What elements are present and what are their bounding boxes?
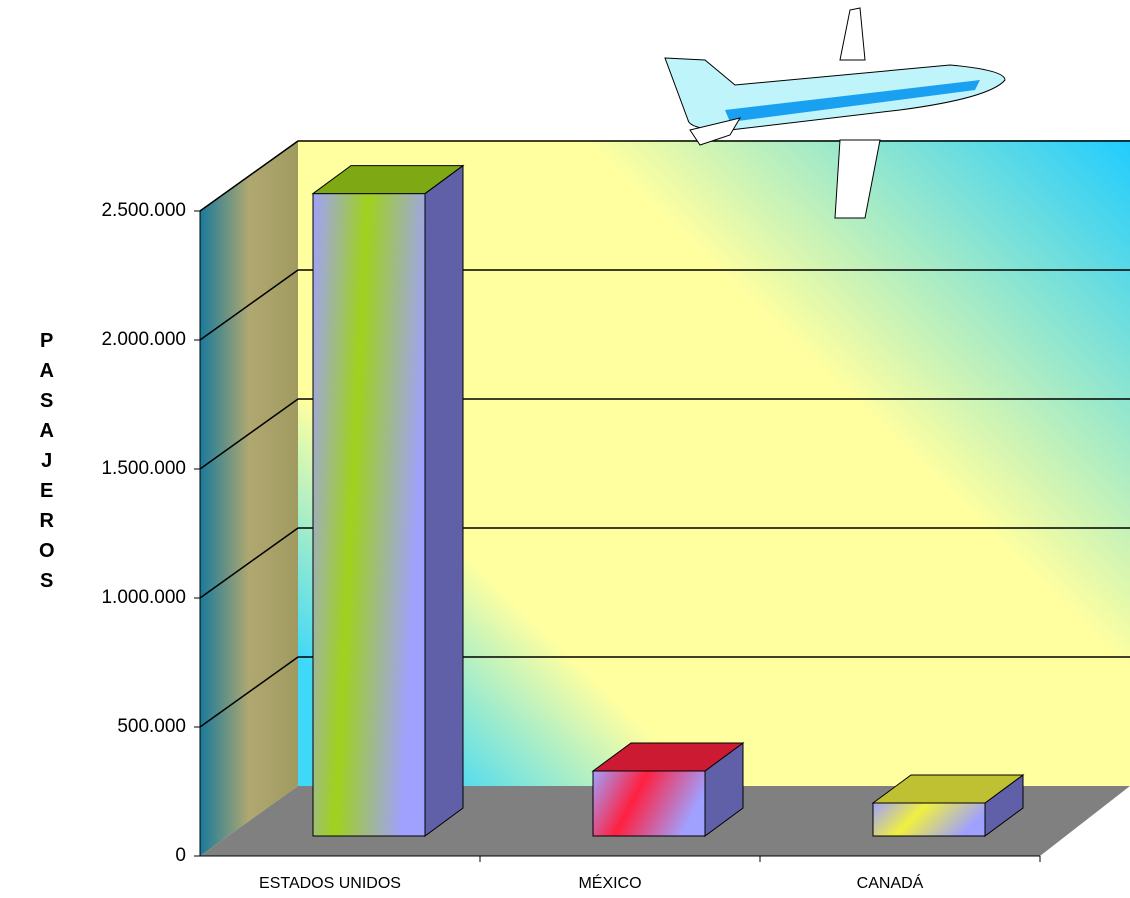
grid-line [199,269,299,341]
bar [592,770,706,837]
y-tick-label: 0 [175,845,186,866]
x-tick-label: CANADÁ [857,873,924,892]
bar-side [424,164,464,837]
y-axis-label: PASAJEROS [36,330,58,600]
side-wall [200,140,298,856]
y-tick-label: 2.500.000 [101,200,186,221]
back-wall [298,140,1130,786]
y-tick-label: 500.000 [117,716,186,737]
bar [872,802,986,837]
grid-line [199,656,299,728]
grid-line [199,140,299,212]
bar-top [311,165,465,195]
y-tick-label: 2.000.000 [101,329,186,350]
bar [312,193,426,837]
airplane [664,7,1006,219]
y-tick-label: 1.500.000 [101,458,186,479]
x-tick-label: MÉXICO [578,873,641,892]
bar-top [871,774,1025,804]
grid-line [199,527,299,599]
x-tick-label: ESTADOS UNIDOS [259,875,401,892]
grid-line [199,398,299,470]
y-tick-label: 1.000.000 [101,587,186,608]
bar-top [591,742,745,772]
